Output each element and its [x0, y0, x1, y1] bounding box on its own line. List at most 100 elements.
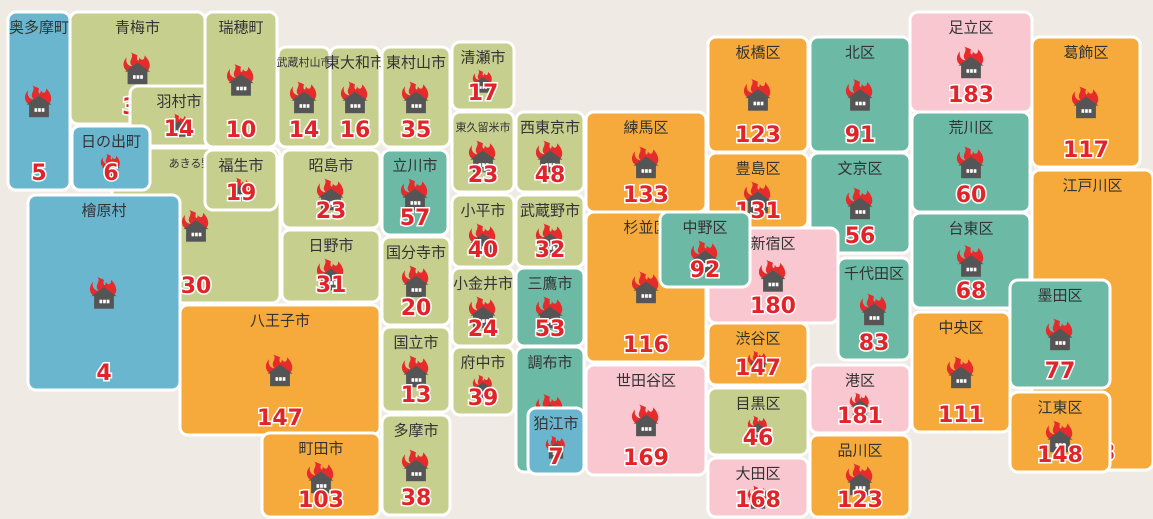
region-tile	[203, 148, 279, 212]
region: 江東区 148	[1008, 390, 1112, 474]
region: 小平市 40	[450, 193, 516, 269]
region: 武蔵野市 32	[514, 193, 586, 269]
region-value: 6	[103, 161, 118, 186]
region-value: 147	[257, 406, 303, 431]
region-name: 羽村市	[156, 93, 201, 111]
region: 瑞穂町 10	[203, 10, 279, 149]
region-name: 葛飾区	[1063, 44, 1108, 62]
region-value: 4	[96, 361, 111, 386]
region-value: 103	[298, 488, 344, 513]
region-name: 小金井市	[453, 275, 513, 293]
region: 練馬区 133	[584, 110, 708, 214]
region-name: 荒川区	[948, 119, 993, 137]
region: 武蔵村山市 14	[276, 45, 332, 149]
region: 小金井市 24	[450, 266, 516, 348]
region-tile	[706, 456, 810, 519]
region: 中央区 111	[910, 310, 1012, 434]
region-tile	[280, 228, 382, 304]
region-name: 中野区	[682, 219, 727, 237]
region-value: 133	[623, 183, 669, 208]
region-value: 31	[316, 273, 347, 298]
region-value: 181	[837, 404, 883, 429]
region: 墨田区 77	[1008, 278, 1112, 390]
region-value: 92	[690, 258, 721, 283]
region-name: 千代田区	[844, 265, 904, 283]
region-value: 117	[1063, 138, 1109, 163]
region: 世田谷区 169	[584, 363, 708, 477]
region-name: 中央区	[938, 319, 983, 337]
region-name: 調布市	[527, 354, 572, 372]
region-value: 116	[623, 333, 669, 358]
region-name: 世田谷区	[616, 372, 676, 390]
region-name: 北区	[845, 44, 875, 62]
region: 日野市 31	[280, 228, 382, 304]
region: 品川区 123	[808, 433, 912, 519]
region-value: 13	[401, 383, 432, 408]
region-name: 日の出町	[81, 133, 141, 151]
region: 国立市 13	[380, 325, 452, 414]
region: 町田市 103	[260, 431, 382, 519]
region-value: 32	[535, 238, 566, 263]
region-name: 江東区	[1037, 399, 1082, 417]
region: 西東京市 48	[514, 110, 586, 194]
region-name: 台東区	[948, 220, 993, 238]
region-value: 39	[468, 386, 499, 411]
region: 港区 181	[808, 363, 912, 435]
region-name: 大田区	[735, 465, 780, 483]
region-name: 文京区	[837, 160, 882, 178]
region-value: 23	[316, 199, 347, 224]
region: 日の出町 6	[70, 124, 152, 192]
region-tile	[526, 406, 586, 476]
region-value: 16	[340, 118, 371, 143]
region-name: 国立市	[393, 334, 438, 352]
region-name: 町田市	[298, 440, 343, 458]
region-name: 港区	[845, 372, 875, 390]
region-name: 東村山市	[386, 54, 446, 72]
region: 八王子市 147	[178, 303, 382, 437]
region: 目黒区 46	[706, 386, 810, 457]
region-name: 目黒区	[735, 395, 780, 413]
region-value: 60	[956, 183, 987, 208]
region-tile	[706, 321, 810, 387]
region-value: 19	[226, 181, 257, 206]
region-value: 24	[468, 317, 499, 342]
region-name: 国分寺市	[386, 244, 446, 262]
region-name: 檜原村	[81, 202, 126, 220]
region: 渋谷区 147	[706, 321, 810, 387]
region-name: 昭島市	[308, 157, 353, 175]
region-name: 小平市	[460, 202, 505, 220]
region-name: 福生市	[218, 157, 263, 175]
region: 国分寺市 20	[380, 235, 452, 327]
region-value: 123	[735, 123, 781, 148]
region-name: 豊島区	[735, 160, 780, 178]
region-name: 武蔵村山市	[277, 55, 332, 69]
region-value: 38	[401, 486, 432, 511]
region-value: 91	[845, 123, 876, 148]
region-name: 墨田区	[1037, 287, 1082, 305]
region-value: 56	[845, 224, 876, 249]
region-value: 83	[859, 331, 890, 356]
region-name: 多摩市	[393, 422, 438, 440]
region-value: 10	[226, 118, 257, 143]
region: 中野区 92	[658, 210, 752, 289]
region-value: 46	[743, 426, 774, 451]
region-value: 40	[468, 238, 499, 263]
region-value: 17	[468, 81, 499, 106]
region-value: 148	[1037, 443, 1083, 468]
region: 檜原村 4	[26, 193, 182, 392]
region-name: 清瀬市	[460, 49, 505, 67]
region-name: 狛江市	[533, 415, 578, 433]
region-value: 123	[837, 488, 883, 513]
region-value: 183	[948, 83, 994, 108]
region-value: 53	[535, 317, 566, 342]
region: 多摩市 38	[380, 413, 452, 517]
region: 足立区 183	[908, 10, 1034, 114]
region: 福生市 19	[203, 148, 279, 212]
region: 千代田区 83	[836, 256, 912, 362]
region-tile	[70, 124, 152, 192]
region: 北区 91	[808, 35, 912, 154]
region-value: 180	[750, 294, 796, 319]
region-name: 府中市	[460, 354, 505, 372]
region-name: 西東京市	[520, 119, 580, 137]
region-value: 111	[938, 403, 984, 428]
